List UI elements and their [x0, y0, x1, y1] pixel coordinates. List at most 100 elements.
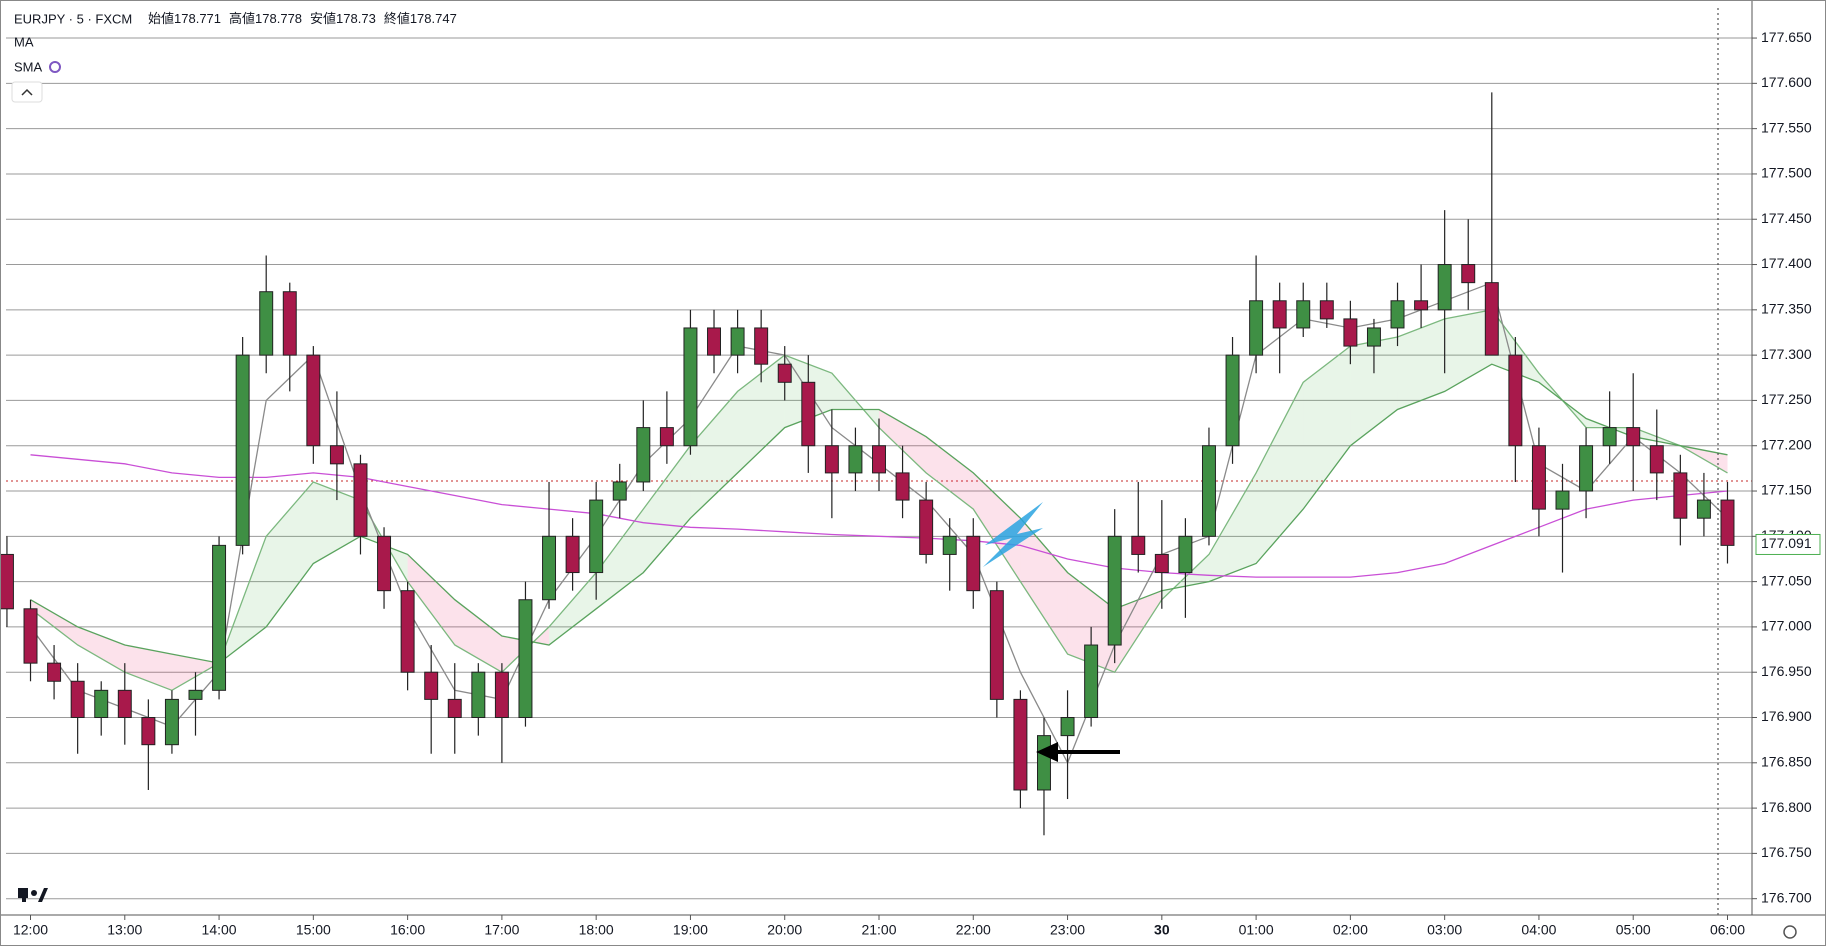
candle-body	[1602, 427, 1617, 447]
y-tick-label: 177.450	[1761, 210, 1812, 226]
collapse-button[interactable]	[11, 81, 43, 103]
band-fill	[1020, 518, 1068, 655]
candle-body	[306, 354, 321, 447]
candle-body	[1461, 264, 1476, 284]
x-tick-label: 21:00	[861, 922, 896, 938]
candle-body	[424, 671, 439, 700]
lightning-annotation	[983, 502, 1043, 567]
band-fill	[926, 436, 974, 510]
candle-body	[0, 553, 14, 610]
collapse-icon	[21, 88, 33, 96]
candle-body	[188, 689, 203, 700]
last-price-tag	[1755, 533, 1821, 555]
candle-body	[1249, 300, 1264, 356]
candle-body	[400, 590, 415, 673]
y-tick-label: 177.400	[1761, 255, 1812, 271]
candle-body	[23, 608, 38, 664]
candle-body	[353, 463, 368, 537]
candle-body	[1343, 318, 1358, 347]
candle-body	[141, 717, 156, 746]
candle-body	[1319, 300, 1334, 320]
x-tick-label: 06:00	[1710, 922, 1745, 938]
quotes: 始値178.771 高値178.778 安値178.73 終値178.747	[148, 11, 457, 26]
candle-body	[1720, 499, 1735, 546]
candle-body	[1649, 445, 1664, 474]
candle-body	[824, 445, 839, 474]
band-fill	[124, 645, 172, 691]
candle-body	[1296, 300, 1311, 329]
candle-body	[518, 599, 533, 719]
y-tick-label: 177.550	[1761, 119, 1812, 135]
candle-body	[966, 535, 981, 592]
candle-body	[801, 381, 816, 447]
y-tick-label: 177.200	[1761, 436, 1812, 452]
quote-label: 安値	[310, 11, 336, 26]
y-tick-label: 176.850	[1761, 754, 1812, 770]
candle-body	[494, 671, 509, 719]
candle-body	[1201, 445, 1216, 537]
candle-body	[989, 590, 1004, 700]
x-tick-label: 02:00	[1333, 922, 1368, 938]
candle-body	[1178, 535, 1193, 574]
x-tick-label: 05:00	[1616, 922, 1651, 938]
candle-body	[1673, 472, 1688, 519]
band-fill	[1303, 346, 1351, 510]
x-tick-label: 18:00	[579, 922, 614, 938]
reload-icon[interactable]	[49, 61, 61, 73]
y-tick-label: 176.950	[1761, 663, 1812, 679]
candle-body	[94, 689, 109, 719]
candle-body	[282, 291, 297, 356]
band-fill	[454, 599, 502, 673]
band-fill	[643, 445, 691, 573]
band-fill	[30, 599, 78, 646]
candle-body	[1037, 735, 1051, 791]
candle-body	[1390, 300, 1405, 329]
x-tick-label: 12:00	[13, 922, 48, 938]
band-fill	[737, 355, 785, 473]
logo	[18, 888, 48, 902]
candles	[0, 92, 1735, 836]
symbol: EURJPY · 5 · FXCM	[14, 11, 132, 26]
indicator-line	[30, 454, 1728, 578]
quote-value: 178.778	[255, 11, 302, 26]
y-tick-label: 177.500	[1761, 165, 1812, 181]
candle-body	[164, 698, 179, 746]
candle-body	[1437, 264, 1452, 311]
y-tick-label: 177.300	[1761, 346, 1812, 362]
candle-body	[1531, 445, 1546, 510]
settings-icon[interactable]	[1783, 925, 1797, 939]
candle-body	[589, 499, 604, 574]
candle-body	[1508, 354, 1523, 447]
y-tick-label: 176.750	[1761, 844, 1812, 860]
candle-body	[919, 499, 934, 555]
candle-body	[1366, 327, 1381, 347]
candle-body	[1626, 427, 1641, 447]
indicator-line	[30, 363, 1728, 664]
y-tick-label: 177.350	[1761, 301, 1812, 317]
x-tick-label: 03:00	[1427, 922, 1462, 938]
x-tick-label: 23:00	[1050, 922, 1085, 938]
arrow-annotation	[1036, 742, 1120, 762]
band-fill	[171, 654, 220, 691]
candle-body	[730, 327, 745, 356]
candle-body	[1555, 490, 1570, 510]
candle-body	[1272, 300, 1287, 329]
band-fill	[1067, 572, 1115, 673]
x-tick-label: 20:00	[767, 922, 802, 938]
candle-body	[1579, 445, 1594, 492]
y-tick-label: 177.050	[1761, 572, 1812, 588]
candle-body	[659, 427, 674, 447]
candle-body	[636, 427, 651, 483]
band-fill	[596, 509, 644, 609]
band-fill	[549, 572, 597, 646]
quote-label: 始値	[148, 11, 174, 26]
quote-value: 178.771	[174, 11, 221, 26]
y-tick-label: 177.250	[1761, 391, 1812, 407]
band-fill	[879, 409, 927, 473]
band-fill	[1256, 382, 1304, 564]
band-fill	[1397, 318, 1445, 410]
indicator-label[interactable]: MA	[14, 34, 34, 49]
y-tick-label: 177.600	[1761, 74, 1812, 90]
indicator-label[interactable]: SMA	[14, 59, 43, 74]
y-tick-label: 177.000	[1761, 618, 1812, 634]
